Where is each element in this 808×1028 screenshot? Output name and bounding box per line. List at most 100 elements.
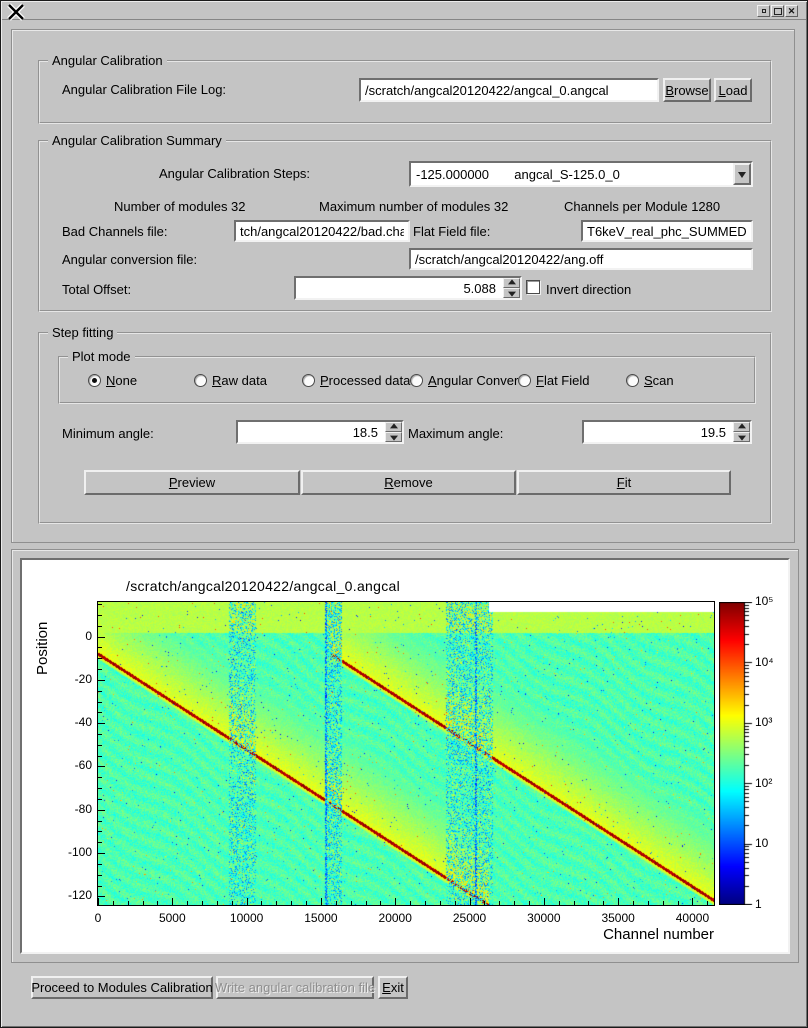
x-tick — [618, 898, 619, 905]
colorbar-tick-label: 1 — [755, 897, 762, 911]
total-offset-spin-buttons[interactable] — [503, 278, 520, 298]
total-offset-label: Total Offset: — [62, 282, 132, 297]
close-icon: ✕ — [787, 5, 796, 16]
x-tick-label: 25000 — [452, 911, 487, 925]
radio-none-label[interactable]: None — [106, 373, 138, 388]
angular-calibration-group: Angular Calibration Angular Calibration … — [38, 53, 772, 124]
proceed-to-modules-calibration-button[interactable]: Proceed to Modules Calibration — [31, 976, 213, 999]
x-minor-tick — [351, 901, 352, 905]
min-angle-label: Minimum angle: — [62, 426, 154, 441]
chevron-down-icon — [738, 172, 746, 182]
spin-down-icon[interactable] — [385, 432, 402, 442]
spin-up-icon[interactable] — [733, 422, 750, 432]
angular-conversion-input[interactable] — [409, 248, 753, 270]
step-fitting-group-title: Step fitting — [48, 325, 118, 340]
minimize-icon — [761, 9, 766, 13]
file-log-label: Angular Calibration File Log: — [62, 82, 227, 97]
x-tick — [98, 898, 99, 905]
invert-direction-checkbox[interactable] — [526, 280, 540, 294]
preview-button[interactable]: Preview — [84, 470, 300, 495]
spin-up-icon[interactable] — [503, 278, 520, 288]
x-minor-tick — [499, 901, 500, 905]
radio-flat-field[interactable] — [518, 374, 531, 387]
radio-raw-data[interactable] — [194, 374, 207, 387]
minimize-button[interactable] — [757, 5, 770, 17]
x-minor-tick — [648, 901, 649, 905]
colorbar-tick-label: 10² — [755, 775, 773, 790]
y-minor-tick — [98, 799, 102, 800]
min-angle-input[interactable] — [236, 420, 404, 444]
calibration-steps-combobox[interactable]: -125.000000 angcal_S-125.0_0 — [409, 161, 753, 187]
radio-none[interactable] — [88, 374, 101, 387]
max-angle-label: Maximum angle: — [408, 426, 504, 441]
exit-button[interactable]: Exit — [378, 976, 408, 999]
cursor-icon — [7, 3, 25, 21]
flat-field-input[interactable] — [581, 220, 753, 242]
spin-down-icon[interactable] — [733, 432, 750, 442]
x-tick-label: 20000 — [378, 911, 412, 925]
heatmap-canvas — [98, 602, 714, 905]
maximize-button[interactable] — [771, 5, 784, 17]
y-minor-tick — [98, 615, 102, 616]
fit-button[interactable]: Fit — [517, 470, 731, 495]
x-tick — [247, 898, 248, 905]
proceed-button-label: Proceed to Modules Calibration — [31, 980, 213, 995]
browse-button-label: Browse — [665, 82, 709, 98]
min-angle-spin-buttons[interactable] — [385, 422, 402, 442]
colorbar-tick-label: 10³ — [755, 715, 773, 730]
x-tick — [172, 898, 173, 905]
combobox-dropdown-button[interactable] — [733, 163, 751, 185]
angular-conversion-label: Angular conversion file: — [62, 252, 198, 267]
spin-down-icon[interactable] — [503, 288, 520, 298]
max-angle-input[interactable] — [582, 420, 752, 444]
x-minor-tick — [425, 901, 426, 905]
y-tick-label: -80 — [74, 801, 92, 816]
total-offset-spinbox[interactable] — [294, 276, 522, 300]
y-minor-tick — [98, 691, 102, 692]
steps-label: Angular Calibration Steps: — [159, 166, 311, 181]
max-angle-spinbox[interactable] — [582, 420, 752, 444]
x-minor-tick — [574, 901, 575, 905]
y-minor-tick — [98, 669, 102, 670]
x-tick-label: 15000 — [304, 911, 338, 925]
radio-raw-data-label[interactable]: Raw data — [212, 373, 267, 388]
titlebar[interactable]: ✕ — [2, 2, 806, 20]
file-log-input[interactable] — [359, 78, 659, 102]
x-minor-tick — [455, 901, 456, 905]
x-tick — [395, 898, 396, 905]
load-button-label: Load — [718, 82, 748, 98]
x-minor-tick — [232, 901, 233, 905]
x-minor-tick — [366, 901, 367, 905]
y-tick-label: -20 — [74, 671, 92, 686]
y-tick — [98, 810, 105, 811]
fit-button-label: Fit — [616, 475, 632, 490]
spin-up-icon[interactable] — [385, 422, 402, 432]
write-angular-calibration-file-button[interactable]: Write angular calibration file — [215, 976, 375, 999]
browse-button[interactable]: Browse — [663, 78, 711, 102]
colorbar-tick-label: 10 — [755, 836, 769, 851]
close-button[interactable]: ✕ — [785, 5, 798, 17]
y-minor-tick — [98, 647, 102, 648]
min-angle-spinbox[interactable] — [236, 420, 404, 444]
angular-calibration-group-title: Angular Calibration — [48, 53, 167, 68]
x-minor-tick — [633, 901, 634, 905]
max-angle-spin-buttons[interactable] — [733, 422, 750, 442]
y-tick-label: -100 — [67, 845, 92, 860]
radio-scan[interactable] — [626, 374, 639, 387]
total-offset-input[interactable] — [294, 276, 522, 300]
remove-button[interactable]: Remove — [301, 470, 516, 495]
maximize-icon — [773, 7, 782, 15]
x-tick — [692, 898, 693, 905]
radio-angular-conversion[interactable] — [410, 374, 423, 387]
bad-channels-input[interactable] — [234, 220, 410, 242]
radio-scan-label[interactable]: Scan — [644, 373, 674, 388]
radio-processed-data[interactable] — [302, 374, 315, 387]
radio-processed-data-label[interactable]: Processed data — [320, 373, 411, 388]
x-tick — [321, 898, 322, 905]
y-minor-tick — [98, 777, 102, 778]
y-minor-tick — [98, 712, 102, 713]
radio-angular-conversion-label[interactable]: Angular Conver — [428, 373, 519, 388]
radio-flat-field-label[interactable]: Flat Field — [536, 373, 590, 388]
load-button[interactable]: Load — [714, 78, 752, 102]
